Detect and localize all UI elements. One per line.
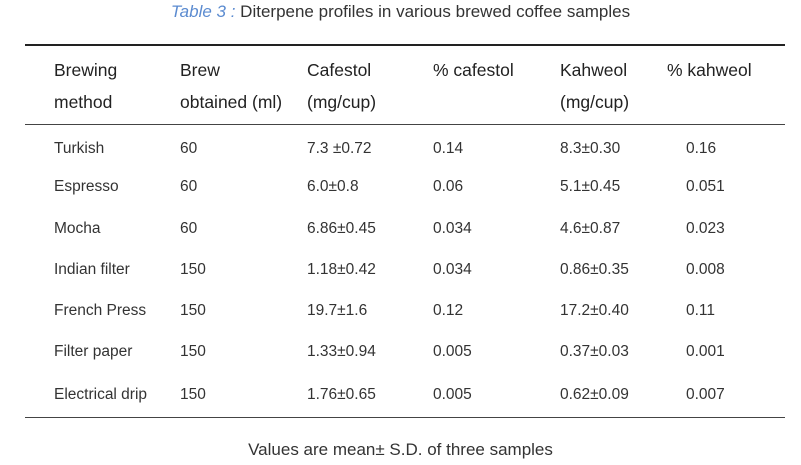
table-row: Indian filter 150 1.18±0.42 0.034 0.86±0… — [0, 258, 801, 282]
cell-brew: 60 — [180, 178, 198, 195]
cell-pct-kahweol: 0.008 — [686, 261, 725, 278]
header-percent-cafestol: % cafestol — [433, 60, 514, 80]
cell-brew: 150 — [180, 343, 206, 360]
cell-kahweol: 4.6±0.87 — [560, 220, 621, 237]
cell-pct-kahweol: 0.051 — [686, 178, 725, 195]
table-row: Filter paper 150 1.33±0.94 0.005 0.37±0.… — [0, 340, 801, 364]
cell-pct-cafestol: 0.06 — [433, 178, 464, 195]
cell-pct-cafestol: 0.12 — [433, 302, 464, 319]
cell-cafestol: 6.86±0.45 — [307, 220, 376, 237]
cell-cafestol: 7.3 ±0.72 — [307, 140, 372, 157]
cell-kahweol: 0.37±0.03 — [560, 343, 629, 360]
bottom-rule — [25, 417, 785, 418]
cell-pct-cafestol: 0.034 — [433, 261, 472, 278]
table-title: Diterpene profiles in various brewed cof… — [235, 2, 631, 21]
cell-cafestol: 1.33±0.94 — [307, 343, 376, 360]
table-footnote: Values are mean± S.D. of three samples — [248, 440, 553, 459]
header-brew-obtained: Brew obtained (ml) — [180, 60, 283, 112]
table-row: Mocha 60 6.86±0.45 0.034 4.6±0.87 0.023 — [0, 217, 801, 241]
cell-pct-cafestol: 0.005 — [433, 343, 472, 360]
header-percent-kahweol: % kahweol — [667, 60, 752, 80]
header-cafestol: Cafestol (mg/cup) — [307, 60, 377, 112]
cell-brew: 150 — [180, 261, 206, 278]
cell-cafestol: 6.0±0.8 — [307, 178, 359, 195]
cell-kahweol: 17.2±0.40 — [560, 302, 629, 319]
cell-kahweol: 8.3±0.30 — [560, 140, 621, 157]
cell-pct-cafestol: 0.005 — [433, 386, 472, 403]
cell-pct-kahweol: 0.16 — [686, 140, 717, 157]
table-row: Turkish 60 7.3 ±0.72 0.14 8.3±0.30 0.16 — [0, 137, 801, 161]
cell-pct-cafestol: 0.034 — [433, 220, 472, 237]
cell-method: Filter paper — [54, 343, 133, 360]
cell-method: Mocha — [54, 220, 101, 237]
header-brewing-method: Brewing method — [54, 60, 118, 112]
cell-method: Espresso — [54, 178, 119, 195]
cell-method: Electrical drip — [54, 386, 148, 403]
cell-method: French Press — [54, 302, 147, 319]
cell-kahweol: 0.62±0.09 — [560, 386, 629, 403]
cell-kahweol: 0.86±0.35 — [560, 261, 629, 278]
cell-brew: 60 — [180, 140, 198, 157]
cell-pct-kahweol: 0.007 — [686, 386, 725, 403]
cell-cafestol: 1.18±0.42 — [307, 261, 376, 278]
table-label: Table 3 : — [170, 2, 236, 21]
cell-brew: 150 — [180, 386, 206, 403]
cell-pct-kahweol: 0.11 — [686, 302, 716, 319]
cell-method: Indian filter — [54, 261, 130, 278]
top-rule — [25, 44, 785, 46]
cell-pct-kahweol: 0.023 — [686, 220, 725, 237]
cell-kahweol: 5.1±0.45 — [560, 178, 621, 195]
table-row: French Press 150 19.7±1.6 0.12 17.2±0.40… — [0, 299, 801, 323]
cell-pct-cafestol: 0.14 — [433, 140, 464, 157]
table-row: Electrical drip 150 1.76±0.65 0.005 0.62… — [0, 383, 801, 407]
cell-pct-kahweol: 0.001 — [686, 343, 725, 360]
cell-cafestol: 1.76±0.65 — [307, 386, 376, 403]
cell-brew: 150 — [180, 302, 206, 319]
header-kahweol: Kahweol (mg/cup) — [560, 60, 630, 112]
header-rule — [25, 124, 785, 125]
table-caption: Table 3 : Diterpene profiles in various … — [0, 2, 801, 22]
table-row: Espresso 60 6.0±0.8 0.06 5.1±0.45 0.051 — [0, 175, 801, 199]
cell-cafestol: 19.7±1.6 — [307, 302, 368, 319]
cell-method: Turkish — [54, 140, 105, 157]
cell-brew: 60 — [180, 220, 198, 237]
